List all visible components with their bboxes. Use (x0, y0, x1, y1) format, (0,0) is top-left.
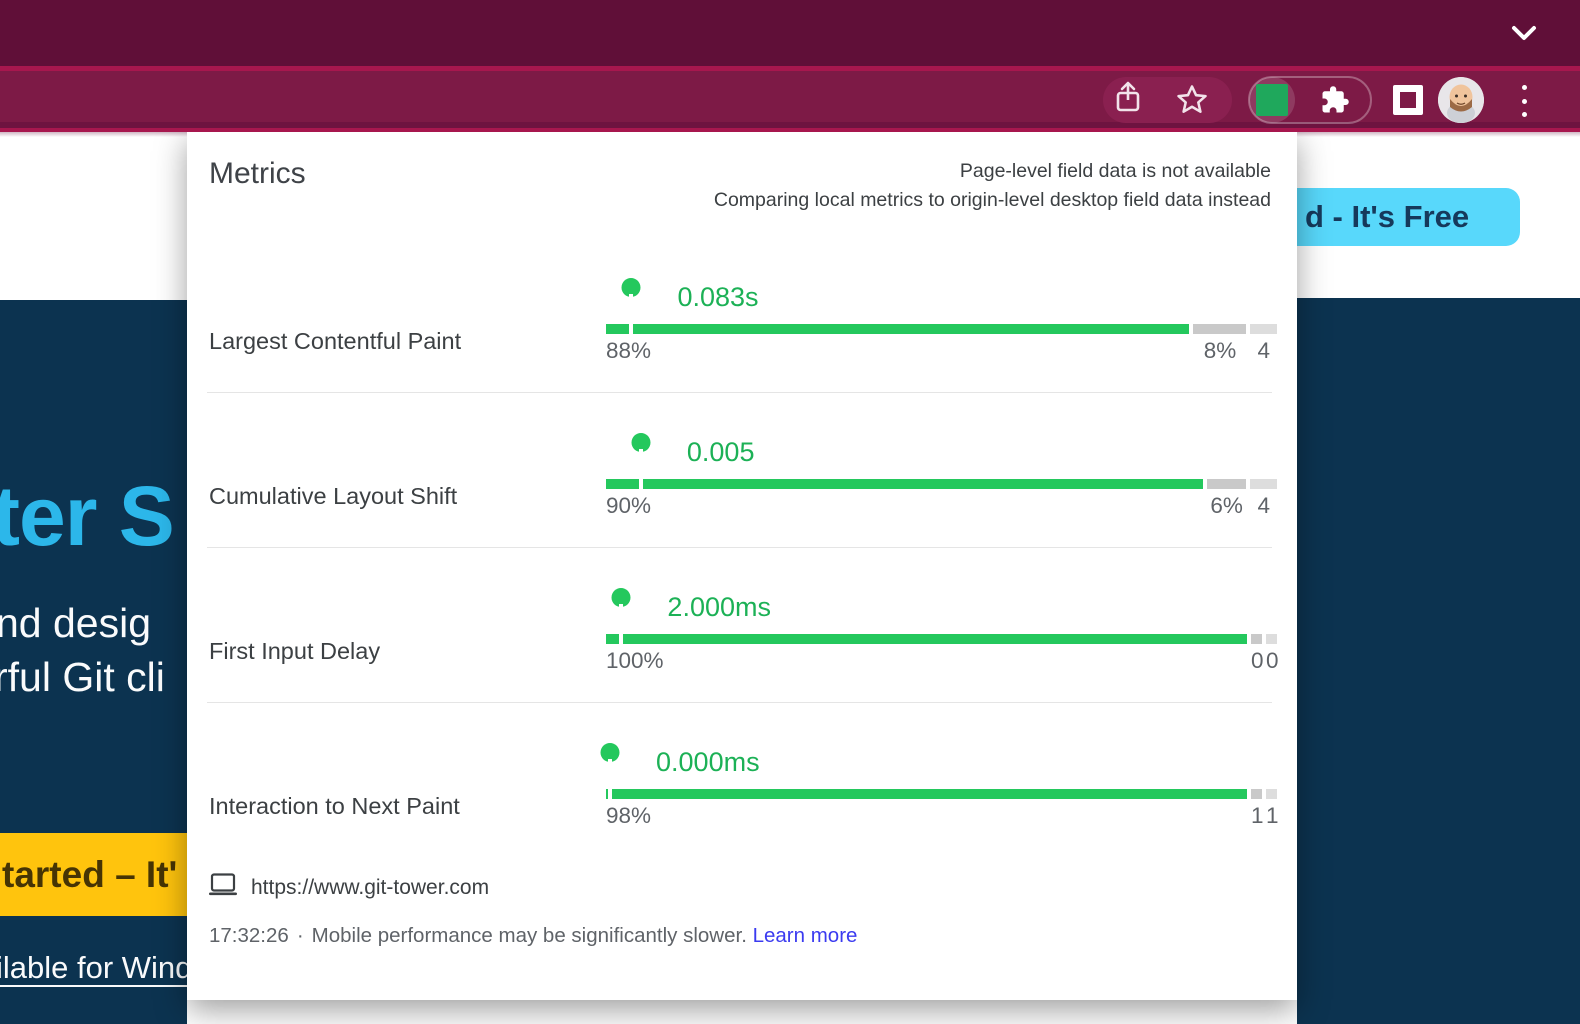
extensions-pill (1248, 76, 1372, 124)
window-square-icon[interactable] (1393, 85, 1423, 115)
metric-graph: 2.000ms 100% 0 0 (606, 586, 1279, 702)
metric-value-row: 0.005 (606, 431, 1277, 489)
field-data-bar (606, 324, 1277, 334)
segment-label: 4 (1257, 493, 1270, 518)
field-data-bar (606, 789, 1277, 799)
hero-tagline-line1: nd desig (0, 600, 152, 646)
browser-menu-icon[interactable] (1514, 84, 1534, 118)
browser-toolbar (0, 71, 1580, 128)
bar-segment-good (606, 479, 1203, 489)
metric-divider (207, 547, 1272, 548)
site-url: https://www.git-tower.com (251, 875, 490, 899)
segment-label: 4 (1257, 338, 1270, 363)
segment-label: 0 (1251, 648, 1264, 673)
field-data-bar (606, 634, 1277, 644)
segment-label: 90% (606, 493, 652, 518)
web-vitals-popup: Metrics Page-level field data is not ava… (187, 131, 1297, 1000)
separator-dot: · (296, 924, 304, 947)
metric-divider (207, 392, 1272, 393)
hero-heading-fragment: ter S (0, 469, 175, 563)
mobile-performance-note: Mobile performance may be significantly … (311, 924, 747, 947)
popup-footer: https://www.git-tower.com 17:32:26 · Mobil… (187, 857, 1297, 948)
popup-header: Metrics Page-level field data is not ava… (187, 131, 1297, 214)
bar-segment-faint (1266, 789, 1277, 799)
segment-label: 0 (1266, 648, 1279, 673)
page-background-right: d - It's Free (1297, 132, 1580, 1024)
bar-segment-mid (1251, 634, 1262, 644)
popup-title: Metrics (209, 157, 306, 190)
available-for-windows-link[interactable]: ilable for Wind (0, 950, 187, 985)
extensions-puzzle-icon[interactable] (1320, 85, 1350, 120)
field-data-labels: 90% 6% 4 (606, 493, 1277, 519)
browser-tab-strip (0, 0, 1580, 66)
segment-label: 1 (1266, 803, 1279, 828)
metric-value-row: 0.083s (606, 276, 1277, 334)
metric-name: Cumulative Layout Shift (209, 483, 458, 509)
field-data-note-line1: Page-level field data is not available (959, 160, 1271, 182)
bar-segment-mid (1251, 789, 1262, 799)
metric-graph: 0.000ms 98% 1 1 (600, 741, 1279, 857)
segment-label: 100% (606, 648, 664, 673)
bar-segment-good (606, 324, 1190, 334)
segment-label: 8% (1203, 338, 1237, 363)
chevron-down-icon[interactable] (1504, 16, 1544, 50)
metric-value: 0.000ms (656, 747, 760, 777)
get-started-button[interactable]: tarted – It' (0, 833, 187, 916)
metric-row: Cumulative Layout Shift 0.005 90% 6% 4 (187, 393, 1297, 547)
accent-line-top (0, 66, 1580, 71)
metric-name: First Input Delay (209, 638, 381, 664)
bar-segment-good (606, 789, 1247, 799)
bar-segment-faint (1250, 324, 1277, 334)
accent-line-bottom (0, 128, 1580, 132)
hero-section-background-right (1297, 298, 1580, 1024)
metrics-list: Largest Contentful Paint 0.083s 88% 8% 4 C… (187, 238, 1297, 857)
field-data-labels: 98% 1 1 (606, 803, 1279, 829)
metric-value: 0.005 (686, 437, 755, 467)
field-data-note: Page-level field data is not available C… (714, 157, 1271, 214)
metric-value: 2.000ms (667, 592, 771, 622)
bar-segment-mid (1193, 324, 1247, 334)
web-vitals-extension-icon[interactable] (1256, 84, 1288, 116)
segment-label: 1 (1251, 803, 1264, 828)
metric-row: Interaction to Next Paint 0.000ms 98% 1 1 (187, 703, 1297, 857)
metric-name: Interaction to Next Paint (209, 793, 460, 819)
share-icon[interactable] (1112, 80, 1144, 125)
metric-graph: 0.083s 88% 8% 4 (606, 276, 1277, 392)
hero-tagline-line2: rful Git cli (0, 654, 165, 700)
metric-value-row: 0.000ms (600, 741, 1277, 799)
page-background-left: ter S nd desig rful Git cli tarted – It'… (0, 132, 187, 1024)
bar-segment-faint (1250, 479, 1277, 489)
field-data-labels: 88% 8% 4 (606, 338, 1277, 364)
field-data-labels: 100% 0 0 (606, 648, 1279, 674)
status-row: 17:32:26 · Mobile performance may be signi… (209, 924, 1275, 948)
learn-more-link[interactable]: Learn more (752, 924, 858, 947)
bookmark-star-icon[interactable] (1174, 82, 1210, 123)
metric-name: Largest Contentful Paint (209, 328, 462, 354)
profile-avatar[interactable] (1438, 77, 1484, 123)
metric-divider (207, 702, 1272, 703)
segment-label: 6% (1210, 493, 1243, 518)
metric-graph: 0.005 90% 6% 4 (606, 431, 1277, 547)
desktop-icon (209, 873, 237, 902)
field-data-bar (606, 479, 1277, 489)
segment-label: 88% (606, 338, 652, 363)
field-data-note-line2: Comparing local metrics to origin-level … (713, 188, 1271, 211)
bar-segment-mid (1206, 479, 1247, 489)
segment-label: 98% (606, 803, 652, 828)
metric-value: 0.083s (677, 282, 759, 312)
bar-segment-faint (1266, 634, 1277, 644)
download-free-button[interactable]: d - It's Free (1297, 188, 1520, 246)
metric-row: First Input Delay 2.000ms 100% 0 0 (187, 548, 1297, 702)
metric-row: Largest Contentful Paint 0.083s 88% 8% 4 (187, 238, 1297, 392)
bar-segment-good (606, 634, 1247, 644)
timestamp: 17:32:26 (209, 924, 289, 947)
metric-value-row: 2.000ms (606, 586, 1277, 644)
site-row: https://www.git-tower.com (209, 873, 1275, 902)
